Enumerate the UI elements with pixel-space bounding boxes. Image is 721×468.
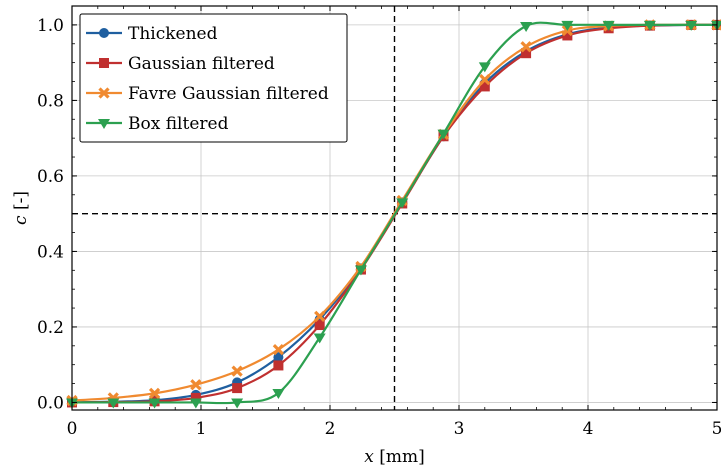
- data-point: [561, 20, 574, 31]
- legend-label: Favre Gaussian filtered: [128, 84, 329, 104]
- data-point: [521, 48, 532, 59]
- data-point: [437, 129, 450, 140]
- legend-item: Box filtered: [86, 114, 229, 134]
- y-axis-label: c [-]: [11, 191, 31, 225]
- legend: Thickened Gaussian filtered Favre Gaussian…: [79, 13, 348, 143]
- data-point: [313, 333, 326, 344]
- data-point: [189, 398, 202, 409]
- data-point: [643, 20, 656, 31]
- y-tick-label: 0.2: [37, 318, 64, 338]
- marker-stroke: [479, 73, 491, 86]
- data-point: [602, 20, 615, 31]
- data-point: [190, 379, 202, 391]
- data-point: [354, 265, 367, 276]
- data-point: [479, 73, 491, 86]
- data-point: [231, 365, 243, 377]
- x-tick-label: 3: [454, 419, 465, 439]
- data-point: [98, 119, 110, 129]
- data-point: [273, 360, 284, 371]
- data-point: [396, 198, 409, 209]
- legend-label: Box filtered: [128, 114, 229, 134]
- data-point: [314, 320, 325, 331]
- marker-stroke: [272, 343, 285, 356]
- y-tick-label: 0.4: [37, 242, 64, 262]
- x-tick-label: 0: [67, 419, 78, 439]
- marker-stroke: [520, 41, 532, 53]
- data-point: [562, 30, 573, 41]
- data-point: [107, 398, 120, 409]
- data-point: [711, 20, 721, 31]
- data-point: [148, 387, 161, 400]
- marker-stroke: [314, 310, 326, 322]
- marker-stroke: [98, 87, 110, 99]
- data-point: [148, 398, 161, 409]
- data-point: [520, 22, 533, 33]
- data-point: [99, 28, 109, 38]
- marker-stroke: [190, 379, 202, 391]
- data-point: [99, 58, 109, 68]
- data-point: [273, 352, 284, 363]
- y-tick-label: 1.0: [37, 16, 64, 36]
- y-tick-label: 0.0: [37, 393, 64, 413]
- legend-item: Gaussian filtered: [86, 54, 275, 74]
- y-axis-variable: c: [11, 215, 31, 225]
- y-tick-label: 0.6: [37, 167, 64, 187]
- data-point: [520, 41, 532, 53]
- x-axis-unit: [mm]: [374, 447, 425, 467]
- x-tick-label: 5: [712, 419, 721, 439]
- data-point: [98, 87, 110, 99]
- data-point: [272, 389, 285, 400]
- legend-label: Gaussian filtered: [128, 54, 275, 74]
- data-point: [479, 81, 490, 92]
- data-point: [272, 343, 285, 356]
- data-point: [478, 62, 491, 73]
- ticks: 0 1 2 3 4 5 0.0 0.2 0.4 0.6 0.8 1.0: [37, 6, 721, 439]
- y-axis-unit: [-]: [11, 191, 31, 215]
- x-tick-label: 2: [325, 419, 336, 439]
- x-axis-variable: x: [364, 447, 374, 467]
- data-point: [685, 20, 698, 31]
- x-axis-label: x [mm]: [364, 447, 425, 467]
- series-layer: [66, 19, 721, 409]
- marker-stroke: [231, 365, 243, 377]
- data-point: [232, 383, 243, 394]
- legend-item: Thickened: [86, 24, 218, 44]
- y-tick-label: 0.8: [37, 91, 64, 111]
- data-point: [314, 310, 326, 322]
- data-point: [190, 392, 201, 403]
- legend-box: [79, 13, 348, 143]
- series-box-filtered: [66, 20, 721, 409]
- plot-frame: [71, 5, 718, 411]
- x-tick-label: 1: [196, 419, 207, 439]
- data-point: [231, 398, 244, 409]
- x-tick-label: 4: [583, 419, 594, 439]
- legend-item: Favre Gaussian filtered: [86, 84, 329, 104]
- legend-label: Thickened: [128, 24, 218, 44]
- marker-stroke: [148, 387, 161, 400]
